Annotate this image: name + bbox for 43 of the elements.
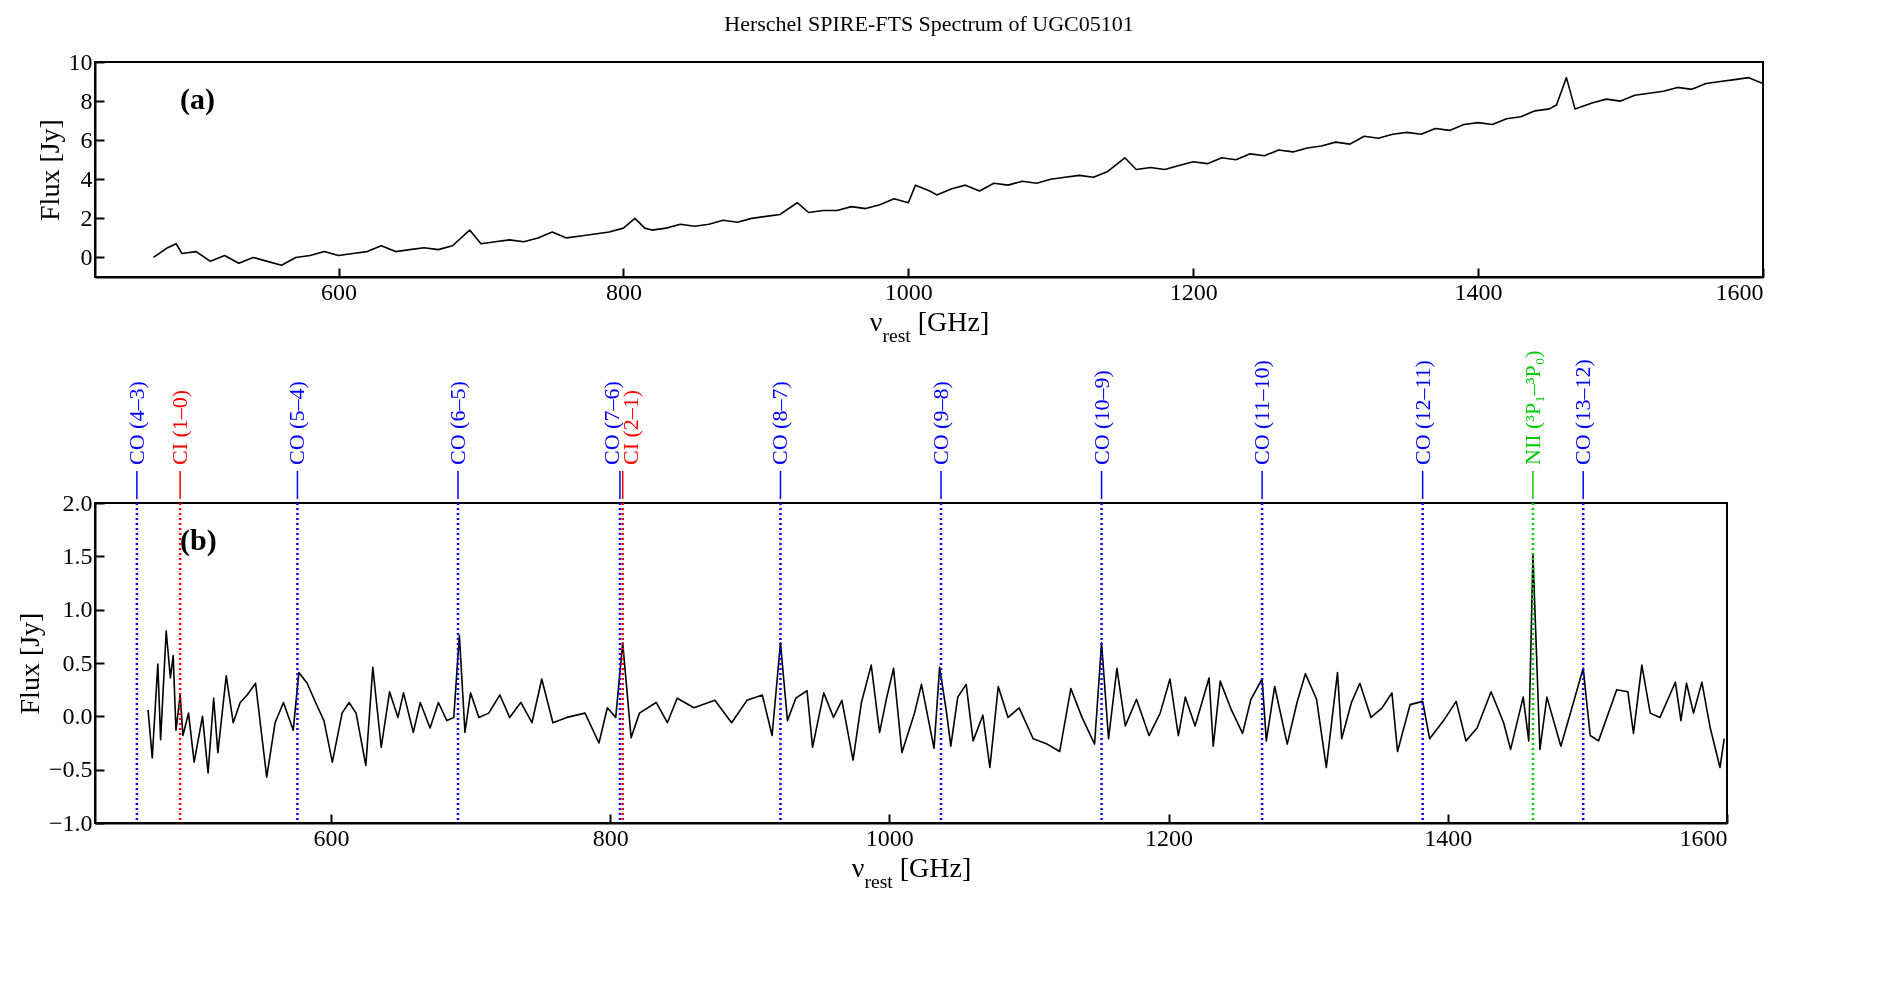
ref-line-label: CO (13–12) (1570, 359, 1596, 465)
y-tick-label: 0 (80, 243, 93, 270)
ref-line-label: CI (1–0) (167, 389, 193, 465)
x-tick-label: 600 (321, 278, 358, 305)
annotation: (a) (180, 82, 215, 116)
ref-line-label: CO (10–9) (1088, 370, 1114, 465)
y-tick-label: 8 (80, 87, 93, 114)
y-tick-label: 2.0 (62, 489, 93, 516)
y-tick-label: −0.5 (48, 756, 93, 783)
x-tick-label: 1400 (1424, 824, 1473, 851)
x-axis-title: ν$_{rest}$ [GHz] (851, 851, 972, 891)
x-tick-label: 1600 (1679, 824, 1728, 851)
y-axis-title: Flux [Jy] (13, 612, 45, 715)
y-tick-label: 4 (80, 165, 93, 192)
ref-line-label: CO (11–10) (1249, 360, 1275, 465)
ref-line-label: CO (5–4) (284, 381, 310, 465)
ref-line-label: CO (12–11) (1409, 360, 1435, 465)
chart-title: Herschel SPIRE-FTS Spectrum of UGC05101 (724, 11, 1134, 36)
ref-line-label: CO (4–3) (123, 381, 149, 465)
x-tick-label: 1600 (1715, 278, 1764, 305)
x-tick-label: 1000 (884, 278, 933, 305)
x-tick-label: 1000 (865, 824, 914, 851)
y-tick-label: 1.5 (62, 542, 93, 569)
y-tick-label: 6 (80, 126, 93, 153)
y-tick-label: 2 (80, 204, 93, 231)
x-tick-label: 1200 (1145, 824, 1194, 851)
y-axis-title: Flux [Jy] (33, 119, 65, 221)
x-tick-label: 800 (605, 278, 642, 305)
ref-line-label: CO (9–8) (928, 381, 954, 465)
x-tick-label: 600 (313, 824, 350, 851)
y-tick-label: 1.0 (62, 596, 93, 623)
y-tick-label: 0.0 (62, 702, 93, 729)
x-axis-title: ν$_{rest}$ [GHz] (869, 305, 990, 345)
ref-line-label: CO (8–7) (767, 381, 793, 465)
y-tick-label: 10 (68, 48, 93, 75)
y-tick-label: 0.5 (62, 649, 93, 676)
ref-line-label: CO (6–5) (444, 381, 470, 465)
x-tick-label: 800 (592, 824, 629, 851)
x-tick-label: 1200 (1169, 278, 1218, 305)
x-tick-label: 1400 (1454, 278, 1503, 305)
annotation: (b) (180, 523, 217, 557)
ref-line-label: NII (³P₁–³P₀) (1519, 350, 1545, 465)
y-tick-label: −1.0 (48, 809, 93, 836)
